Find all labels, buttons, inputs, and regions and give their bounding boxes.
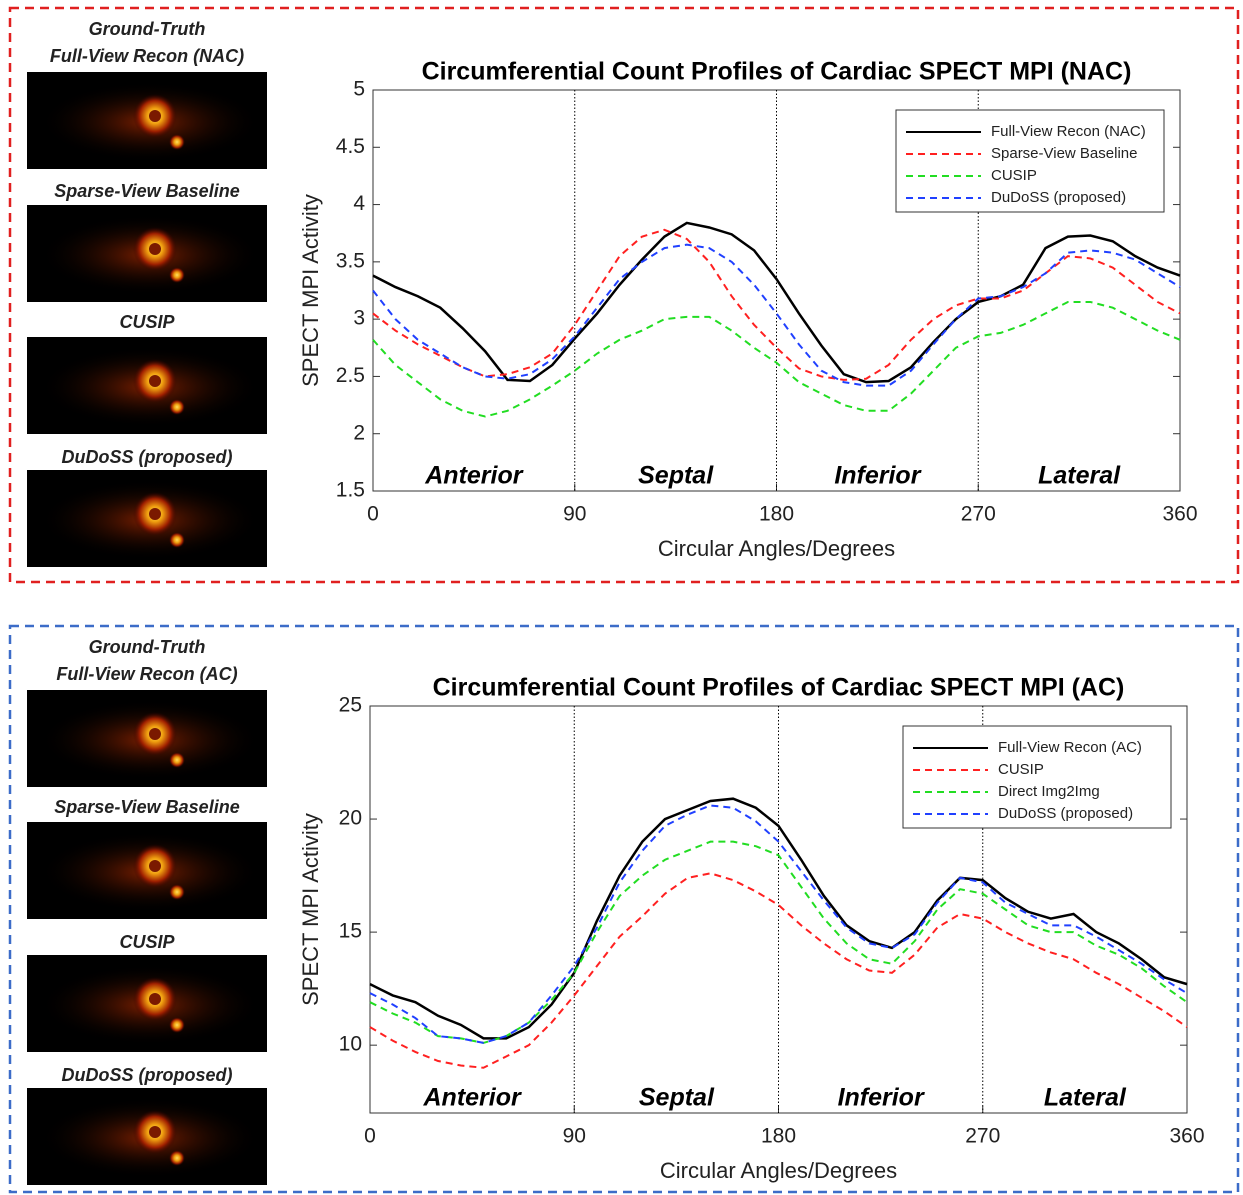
y-tick-label: 20 [339,807,362,830]
panel-caption: Ground-Truth [89,19,206,39]
region-label: Anterior [424,462,524,490]
panel-caption: DuDoSS (proposed) [62,447,233,467]
region-label: Inferior [838,1084,925,1112]
x-tick-label: 360 [1162,503,1197,526]
panel-caption: Sparse-View Baseline [54,797,239,817]
x-tick-label: 90 [563,503,586,526]
y-tick-label: 1.5 [336,479,365,502]
region-label: Anterior [423,1084,523,1112]
heat-ring-hole [149,860,161,872]
heat-ring-hole [149,728,161,740]
heat-spot [169,267,185,283]
x-tick-label: 0 [367,503,379,526]
x-tick-label: 90 [563,1125,586,1148]
legend-label: CUSIP [998,761,1044,778]
x-axis-label: Circular Angles/Degrees [658,536,895,561]
region-label: Lateral [1038,462,1121,490]
region-label: Septal [639,1084,715,1112]
legend-label: DuDoSS (proposed) [998,805,1133,822]
chart-title: Circumferential Count Profiles of Cardia… [433,674,1125,702]
heat-spot [169,752,185,768]
heat-spot [169,884,185,900]
heat-ring-hole [149,375,161,387]
x-tick-label: 180 [761,1125,796,1148]
panel-caption: Full-View Recon (NAC) [50,46,244,66]
heat-spot [169,1150,185,1166]
heat-spot [169,399,185,415]
panel-caption: Sparse-View Baseline [54,181,239,201]
heat-ring-hole [149,1126,161,1138]
y-tick-label: 5 [353,78,365,101]
legend-label: CUSIP [991,167,1037,184]
y-axis-label: SPECT MPI Activity [298,813,323,1006]
legend-label: DuDoSS (proposed) [991,189,1126,206]
heat-ring-hole [149,110,161,122]
x-tick-label: 270 [961,503,996,526]
x-tick-label: 180 [759,503,794,526]
region-label: Inferior [834,462,921,490]
y-tick-label: 10 [339,1033,362,1056]
panel-caption: Full-View Recon (AC) [56,664,237,684]
y-tick-label: 15 [339,920,362,943]
y-tick-label: 3.5 [336,249,365,272]
heat-spot [169,532,185,548]
x-tick-label: 270 [965,1125,1000,1148]
legend-label: Full-View Recon (NAC) [991,123,1146,140]
heat-spot [169,1017,185,1033]
heat-ring-hole [149,243,161,255]
y-tick-label: 25 [339,694,362,717]
x-tick-label: 360 [1169,1125,1204,1148]
panel-caption: CUSIP [119,932,175,952]
legend-label: Direct Img2Img [998,783,1100,800]
region-label: Septal [638,462,714,490]
panel-caption: Ground-Truth [89,637,206,657]
heat-ring-hole [149,993,161,1005]
heat-ring-hole [149,508,161,520]
y-tick-label: 2.5 [336,364,365,387]
y-tick-label: 4 [353,192,365,215]
y-tick-label: 3 [353,307,365,330]
panel-caption: DuDoSS (proposed) [62,1065,233,1085]
panel-caption: CUSIP [119,312,175,332]
chart-title: Circumferential Count Profiles of Cardia… [422,58,1132,86]
y-tick-label: 2 [353,421,365,444]
legend-label: Full-View Recon (AC) [998,739,1142,756]
heat-spot [169,134,185,150]
legend-label: Sparse-View Baseline [991,145,1137,162]
page: Ground-Truth Full-View Recon (NAC) Sparse-… [0,0,1243,1195]
x-tick-label: 0 [364,1125,376,1148]
region-label: Lateral [1044,1084,1127,1112]
x-axis-label: Circular Angles/Degrees [660,1158,897,1183]
figure: Ground-Truth Full-View Recon (NAC) Sparse-… [0,0,1243,1195]
y-axis-label: SPECT MPI Activity [298,194,323,387]
y-tick-label: 4.5 [336,135,365,158]
